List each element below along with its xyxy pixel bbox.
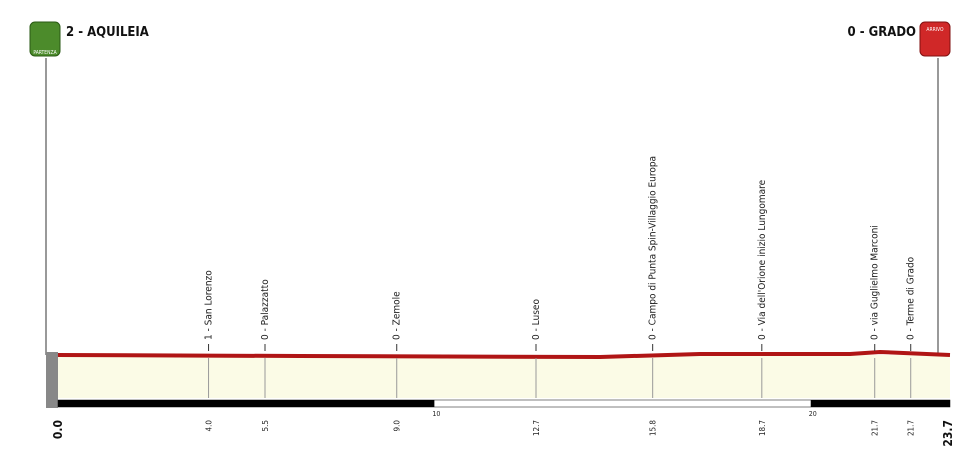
waypoint-label: 0 - Zemole: [392, 291, 403, 340]
start-badge: [29, 21, 61, 57]
km-label: 9.0: [393, 420, 402, 432]
finish-badge: [919, 21, 951, 57]
start-badge-text: PARTENZA: [33, 50, 57, 56]
scale-mark: 10: [432, 410, 440, 418]
km-label: 5.5: [261, 420, 270, 431]
km-label: 18.7: [758, 420, 767, 436]
waypoint-label: 0 - Via dell'Orione inizio Lungomare: [757, 179, 768, 340]
km-label: 21.7: [871, 420, 880, 436]
finish-label: 0 - GRADO: [848, 25, 917, 40]
profile-fill: [58, 355, 950, 398]
km-label: 21.7: [907, 420, 916, 436]
waypoint-label: 0 - Terme di Grado: [906, 256, 917, 340]
km-label: 4.0: [205, 420, 214, 432]
scale-mark: 20: [809, 410, 817, 418]
scale-segment: [58, 400, 435, 407]
finish-badge-text: ARRIVO: [926, 27, 944, 33]
km-label: 0.0: [51, 420, 65, 439]
waypoint-label: 0 - Luseo: [531, 299, 542, 340]
km-label: 23.7: [941, 420, 955, 447]
waypoint-label: 0 - Campo di Punta Spin-Villaggio Europa: [648, 156, 659, 340]
waypoint-label: 1 - San Lorenzo: [204, 270, 215, 340]
km-label: 12.7: [532, 420, 541, 436]
waypoint-label: 0 - via Guglielmo Marconi: [870, 225, 881, 340]
start-label: 2 - AQUILEIA: [66, 25, 149, 40]
left-block: [46, 352, 58, 408]
profile-line: [57, 349, 951, 360]
scale-segment: [810, 400, 950, 407]
km-label: 15.8: [649, 420, 658, 436]
waypoint-label: 0 - Palazzatto: [260, 279, 271, 340]
